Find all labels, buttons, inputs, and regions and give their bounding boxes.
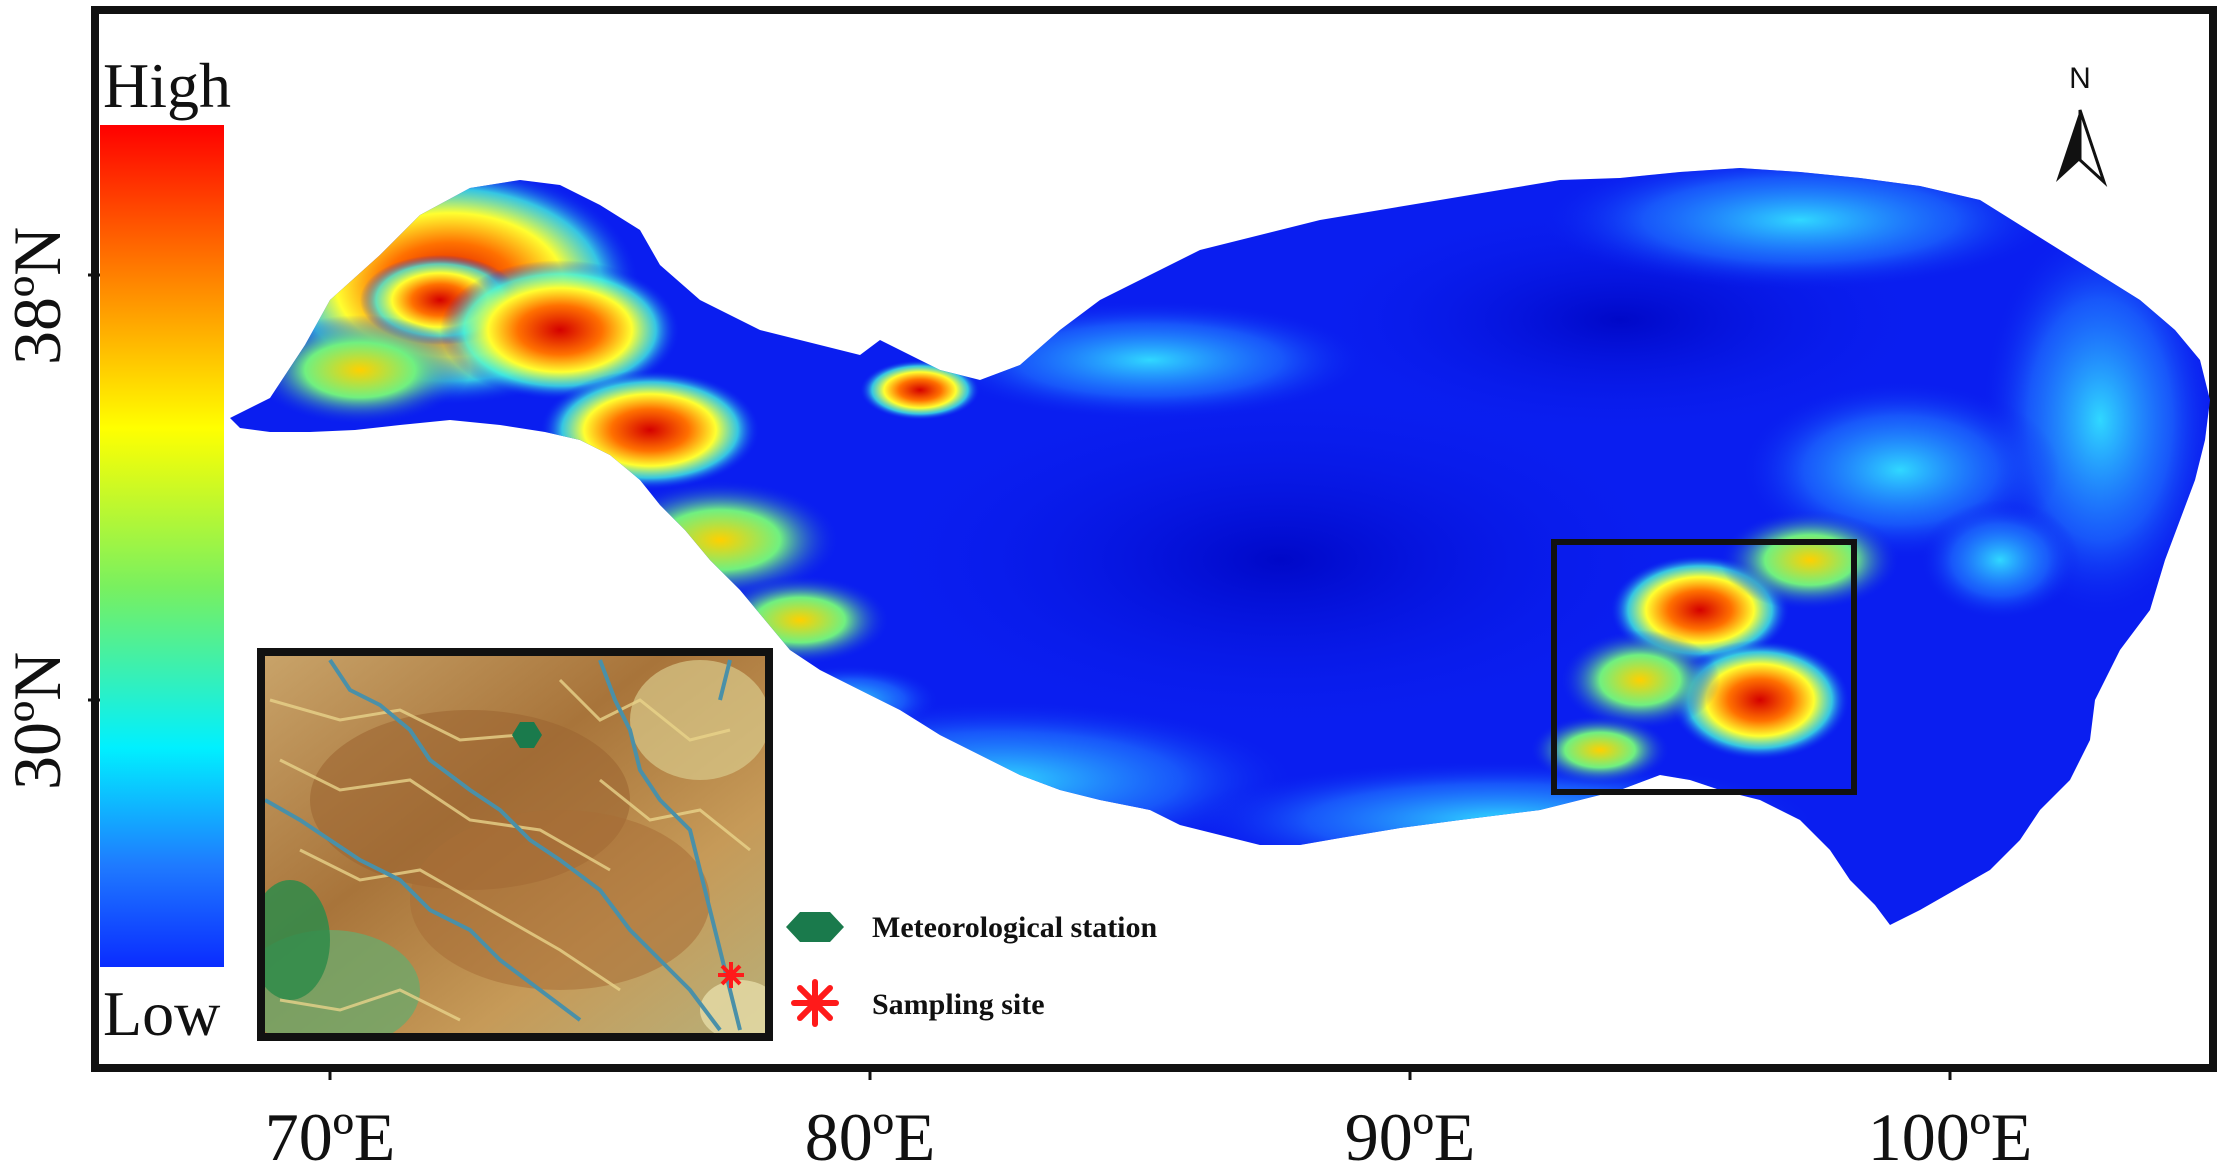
lon-tick-100: 100ºE xyxy=(1868,1099,2033,1169)
legend-high-label: High xyxy=(103,50,231,121)
legend-low-label: Low xyxy=(103,978,220,1049)
station-legend-label: Meteorological station xyxy=(872,911,1158,944)
map-frame xyxy=(91,6,2217,1072)
lon-tick-70: 70ºE xyxy=(265,1099,396,1169)
inset-terrain-map xyxy=(261,652,769,1037)
inset-legend: Meteorological station Sampling site xyxy=(786,911,1158,1027)
lon-tick-80: 80ºE xyxy=(805,1099,936,1169)
lat-tick-30: 30ºN xyxy=(0,652,75,790)
sampling-site-marker xyxy=(718,962,744,988)
north-label: N xyxy=(2069,62,2091,95)
study-area-box xyxy=(1551,539,1857,795)
inset-frame xyxy=(257,648,773,1041)
legend-colorbar xyxy=(100,125,224,967)
lon-tick-90: 90ºE xyxy=(1345,1099,1476,1169)
green-hexagon-icon xyxy=(786,912,844,942)
lat-tick-38: 38ºN xyxy=(0,227,75,365)
red-asterisk-icon xyxy=(791,979,839,1027)
meteorological-station-marker xyxy=(512,722,542,748)
north-arrow-icon: N xyxy=(2056,62,2108,188)
site-legend-label: Sampling site xyxy=(872,988,1045,1021)
